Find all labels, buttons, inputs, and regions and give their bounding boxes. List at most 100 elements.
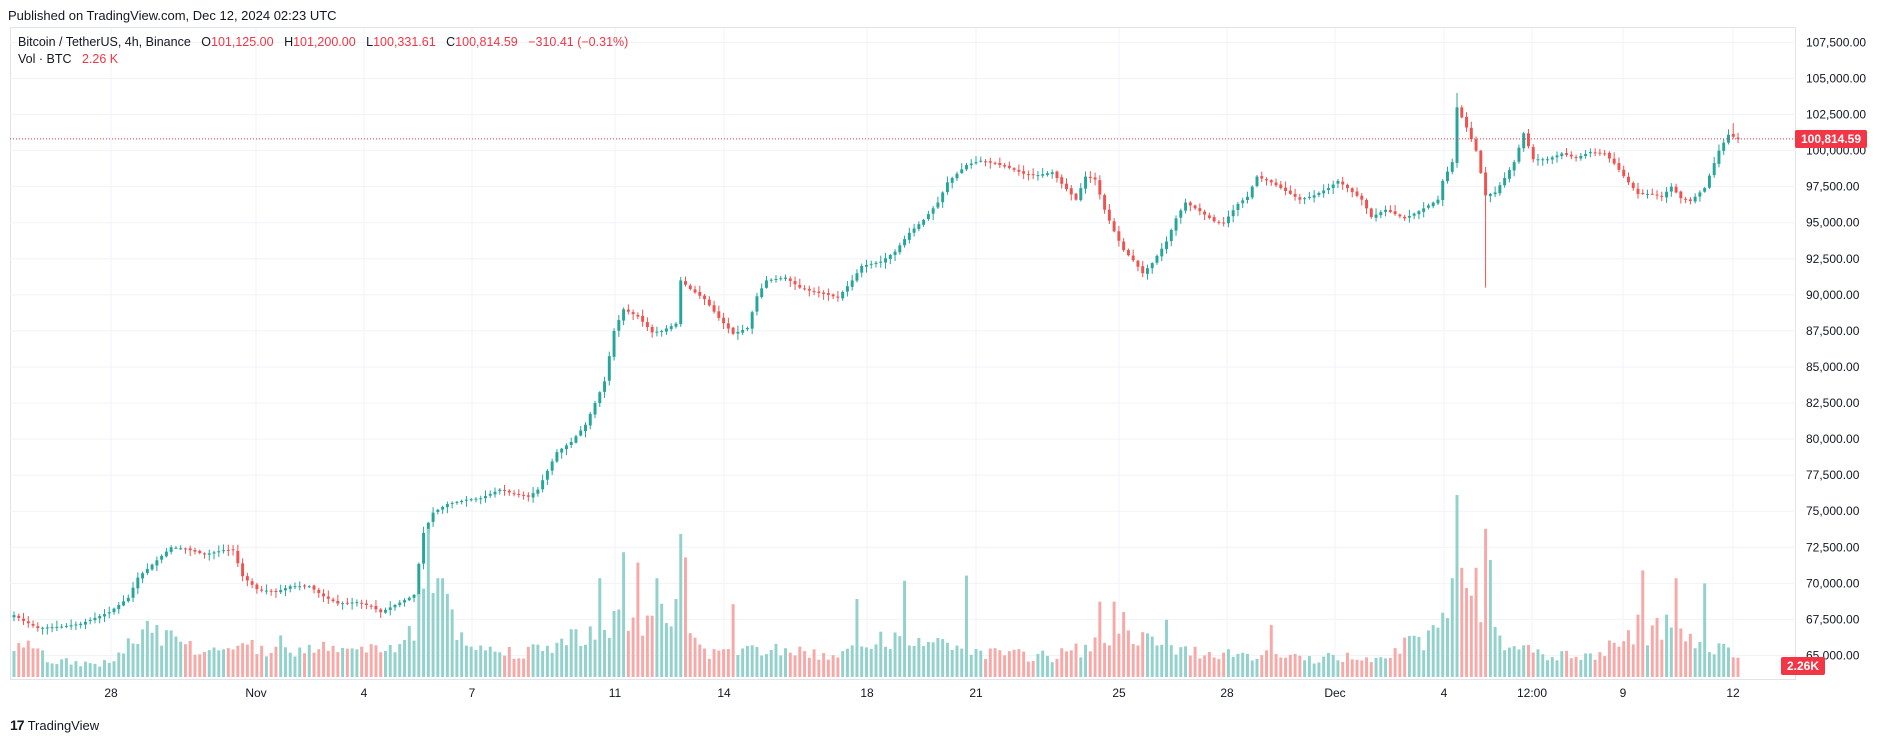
candle-body [1612, 158, 1616, 164]
candle-body [1369, 208, 1373, 217]
volume-bar [107, 662, 111, 677]
volume-bar [1512, 646, 1516, 677]
candle-body [684, 281, 687, 285]
volume-bar [598, 578, 602, 677]
candle-body [560, 448, 564, 453]
candle-body [579, 430, 583, 436]
candle-body [831, 294, 835, 297]
volume-bar [1169, 645, 1173, 677]
tradingview-logo-icon: 17 [10, 717, 25, 733]
candle-body [845, 286, 849, 292]
candle-body [712, 305, 716, 312]
candle-body [226, 549, 230, 551]
candle-body [1474, 139, 1478, 151]
volume-bar [1707, 652, 1711, 677]
candle-body [1574, 157, 1578, 159]
volume-bar [879, 631, 883, 677]
candle-body [1069, 188, 1073, 195]
candle-body [860, 266, 864, 273]
volume-bar [960, 648, 964, 677]
candle-body [541, 480, 545, 490]
candle-body [460, 500, 464, 503]
candle-body [398, 602, 402, 606]
candle-body [993, 162, 997, 164]
volume-bar [150, 632, 154, 677]
volume-bar [455, 640, 459, 677]
candle-body [1579, 155, 1583, 159]
candle-body [955, 173, 959, 179]
volume-bar [622, 552, 626, 677]
candle-body [207, 553, 211, 555]
candle-body [1393, 211, 1397, 215]
candle-body [569, 441, 573, 445]
volume-bar [1084, 644, 1088, 677]
tradingview-footer[interactable]: 17 TradingView [10, 717, 99, 733]
candle-body [1526, 133, 1530, 147]
volume-bar [1722, 643, 1726, 677]
volume-bar [1598, 652, 1602, 677]
volume-bar [1526, 645, 1530, 677]
volume-bar [484, 650, 487, 677]
volume-bar [1636, 614, 1640, 677]
candle-body [164, 551, 168, 557]
candle-body [50, 627, 54, 629]
candle-body [1360, 195, 1364, 200]
volume-bar [93, 663, 97, 677]
volume-bar [1060, 648, 1064, 677]
y-tick-label: 77,500.00 [1806, 468, 1860, 482]
volume-bar [1517, 649, 1521, 677]
candle-body [1122, 241, 1126, 251]
volume-bar [364, 652, 368, 677]
candle-body [517, 494, 521, 496]
candle-body [1155, 255, 1159, 263]
legend-symbol[interactable]: Bitcoin / TetherUS, 4h, Binance [18, 35, 191, 49]
candle-body [1460, 107, 1464, 118]
legend-volume-label[interactable]: Vol · BTC [18, 52, 72, 66]
volume-bar [1031, 660, 1035, 677]
chart-frame[interactable] [10, 27, 1796, 680]
candle-body [293, 586, 297, 588]
volume-bar [203, 651, 206, 677]
y-tick-label: 67,500.00 [1806, 612, 1860, 626]
candle-body [1441, 180, 1445, 201]
volume-bar [103, 660, 106, 677]
volume-bar [1693, 648, 1697, 677]
candle-body [1084, 176, 1088, 189]
volume-bar [1546, 660, 1549, 677]
volume-bar [1141, 632, 1145, 677]
candle-body [688, 285, 692, 290]
volume-bar [1455, 495, 1459, 677]
candle-body [426, 522, 430, 534]
volume-bar [345, 648, 349, 677]
volume-bar [1036, 653, 1040, 677]
candle-body [531, 493, 535, 498]
volume-bar [1245, 653, 1249, 677]
volume-bar [864, 647, 868, 677]
volume-bar [726, 649, 730, 677]
volume-bar [64, 658, 68, 677]
volume-bar [426, 528, 430, 677]
candle-body [760, 288, 764, 298]
volume-bar [1045, 655, 1049, 677]
volume-bar [298, 647, 302, 677]
x-tick-label: 4 [361, 686, 368, 700]
volume-bar [717, 650, 721, 677]
volume-bar [1179, 647, 1183, 677]
candle-body [83, 621, 87, 625]
volume-bar [1626, 630, 1630, 677]
candle-body [1484, 172, 1488, 196]
volume-bar [336, 652, 340, 677]
candle-body [193, 549, 197, 552]
volume-bar [312, 652, 316, 677]
volume-bar [212, 647, 216, 677]
volume-bar [917, 637, 921, 677]
volume-bar [464, 645, 468, 677]
volume-bar [1284, 657, 1288, 677]
volume-bar [703, 648, 707, 677]
candle-body [607, 356, 611, 381]
candle-body [145, 568, 149, 573]
volume-bar [260, 645, 264, 677]
volume-bar [112, 661, 116, 677]
volume-bar [322, 641, 326, 677]
